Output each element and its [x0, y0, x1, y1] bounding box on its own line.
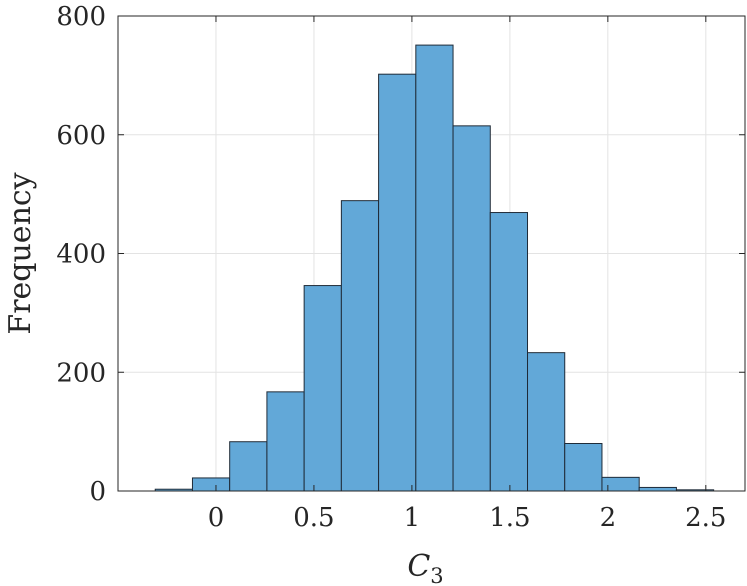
histogram-bar — [638, 486, 677, 492]
labels-layer: C3 Frequency — [3, 172, 444, 586]
x-axis-label-main: C — [407, 549, 430, 584]
histogram-bar — [452, 125, 491, 492]
y-tick-label: 800 — [56, 2, 106, 32]
x-tick-label: 1.5 — [489, 503, 530, 533]
histogram-bar — [191, 477, 231, 492]
histogram-bar — [564, 443, 603, 492]
y-tick-label: 0 — [89, 477, 106, 507]
histogram-bar — [303, 285, 342, 492]
bars-layer — [154, 44, 715, 492]
x-tick-label: 2 — [600, 503, 617, 533]
x-tick-label: 2.5 — [685, 503, 726, 533]
x-tick-label: 0 — [208, 503, 225, 533]
y-axis-label: Frequency — [3, 172, 38, 334]
x-tick-label: 0.5 — [293, 503, 334, 533]
y-tick-label: 200 — [56, 358, 106, 388]
y-tick-label: 400 — [56, 240, 106, 270]
histogram-bar — [266, 391, 305, 492]
histogram-bar — [415, 44, 454, 492]
x-axis-label-subscript: 3 — [430, 564, 443, 586]
histogram-bar — [489, 212, 529, 492]
histogram-bar — [527, 352, 566, 492]
x-axis-label: C3 — [407, 549, 443, 586]
ticks-layer: 0 0.5 1 1.5 2 2.5 0 200 400 600 800 — [56, 2, 745, 533]
histogram-bar — [378, 73, 417, 492]
histogram-bar — [229, 441, 268, 492]
x-tick-label: 1 — [404, 503, 421, 533]
histogram-bar — [340, 200, 380, 492]
y-tick-label: 600 — [56, 121, 106, 151]
